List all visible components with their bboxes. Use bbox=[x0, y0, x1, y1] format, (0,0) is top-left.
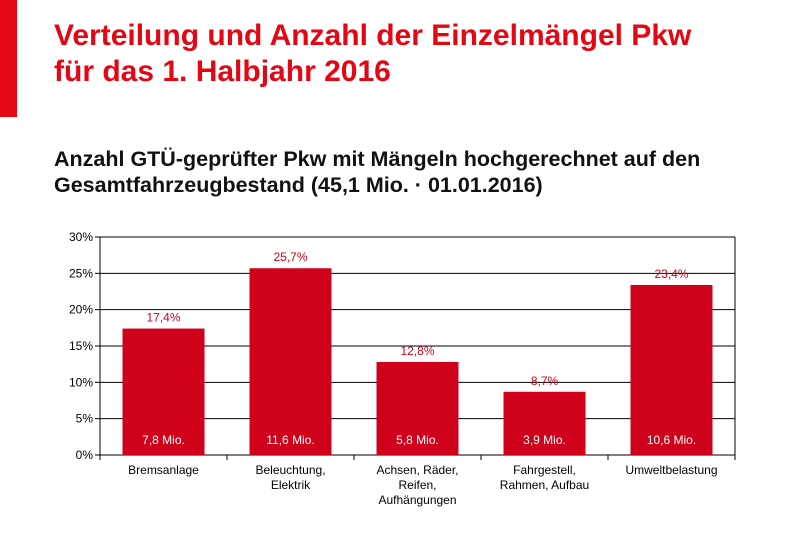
x-category-label: Rahmen, Aufbau bbox=[500, 478, 589, 492]
bar bbox=[376, 361, 459, 455]
y-tick-label: 25% bbox=[69, 266, 93, 280]
x-category-label: Reifen, bbox=[398, 478, 436, 492]
chart-subtitle: Anzahl GTÜ-geprüfter Pkw mit Mängeln hoc… bbox=[54, 146, 794, 198]
bar bbox=[122, 328, 205, 455]
x-category-label: Elektrik bbox=[271, 478, 311, 492]
bar-value-label: 23,4% bbox=[654, 267, 688, 281]
bar-value-label: 25,7% bbox=[273, 250, 307, 264]
x-category-label: Fahrgestell, bbox=[513, 463, 576, 477]
accent-bar bbox=[0, 0, 17, 117]
y-tick-label: 0% bbox=[76, 448, 94, 462]
y-tick-label: 5% bbox=[76, 412, 94, 426]
bar-inner-label: 7,8 Mio. bbox=[142, 433, 185, 447]
bar-inner-label: 11,6 Mio. bbox=[266, 433, 314, 447]
y-tick-label: 15% bbox=[69, 339, 93, 353]
bar-inner-label: 3,9 Mio. bbox=[523, 433, 566, 447]
bar-value-label: 8,7% bbox=[531, 374, 559, 388]
bar bbox=[249, 268, 332, 455]
bar-inner-label: 10,6 Mio. bbox=[647, 433, 696, 447]
bar-value-label: 17,4% bbox=[146, 311, 180, 325]
x-category-label: Umweltbelastung bbox=[625, 463, 717, 477]
page-title-line-2: für das 1. Halbjahr 2016 bbox=[54, 55, 391, 88]
x-category-label: Achsen, Räder, bbox=[376, 463, 458, 477]
page-title: Verteilung und Anzahl der Einzelmängel P… bbox=[54, 18, 784, 90]
bar-value-label: 12,8% bbox=[400, 344, 434, 358]
bar bbox=[630, 284, 713, 455]
y-tick-label: 30% bbox=[69, 230, 93, 244]
y-tick-label: 10% bbox=[69, 375, 93, 389]
bar bbox=[503, 391, 586, 455]
chart-subtitle-line-1: Anzahl GTÜ-geprüfter Pkw mit Mängeln hoc… bbox=[54, 147, 701, 171]
x-category-label: Beleuchtung, bbox=[255, 463, 325, 477]
chart-subtitle-line-2: Gesamtfahrzeugbestand (45,1 Mio. · 01.01… bbox=[54, 173, 543, 197]
bar-inner-label: 5,8 Mio. bbox=[396, 433, 439, 447]
page-title-line-1: Verteilung und Anzahl der Einzelmängel P… bbox=[54, 19, 692, 52]
x-category-label: Aufhängungen bbox=[378, 493, 456, 507]
y-tick-label: 20% bbox=[69, 303, 93, 317]
x-category-label: Bremsanlage bbox=[128, 463, 199, 477]
